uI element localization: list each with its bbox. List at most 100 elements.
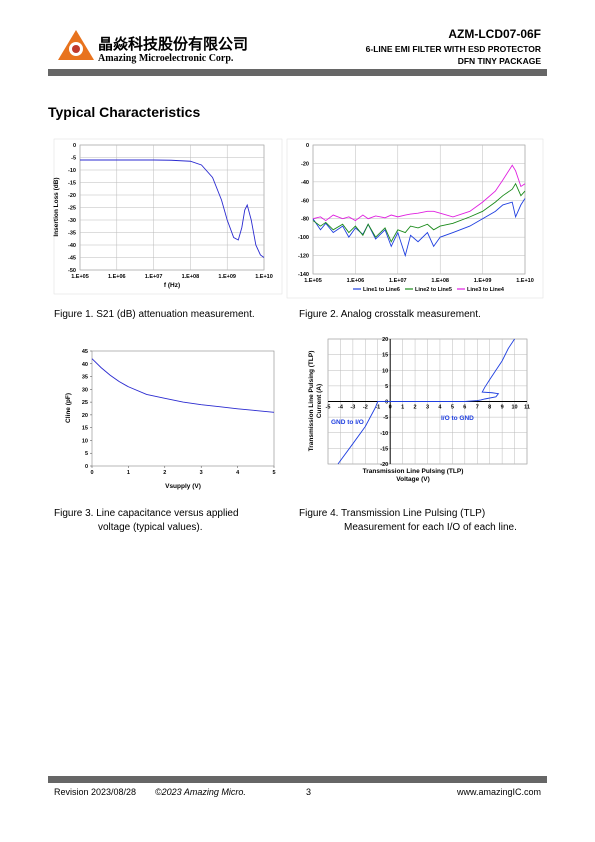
data-line xyxy=(312,182,526,243)
data-line xyxy=(91,358,275,413)
y-axis-label: Transmission Line Pulsing (TLP) xyxy=(308,351,315,452)
x-tick-label: 1.E+06 xyxy=(347,278,365,284)
x-tick-label: 1.E+05 xyxy=(71,274,89,280)
x-tick-label: 1.E+10 xyxy=(516,278,534,284)
y-tick-label: 5 xyxy=(385,384,388,390)
y-tick-label: -20 xyxy=(380,462,388,468)
x-tick-label: 6 xyxy=(463,405,466,411)
y-tick-label: -10 xyxy=(68,168,76,174)
y-tick-label: 20 xyxy=(82,413,88,419)
y-tick-label: 10 xyxy=(82,438,88,444)
x-tick-label: 0 xyxy=(90,470,93,476)
x-tick-label: -3 xyxy=(350,405,355,411)
data-line xyxy=(312,164,526,222)
x-tick-label: 1.E+09 xyxy=(218,274,236,280)
caption: Figure 4. Transmission Line Pulsing (TLP… xyxy=(299,508,485,519)
y-tick-label: -60 xyxy=(301,198,309,204)
y-tick-label: -100 xyxy=(298,235,309,241)
x-axis-label: f (Hz) xyxy=(164,282,180,289)
x-tick-label: -2 xyxy=(363,405,368,411)
y-tick-label: -50 xyxy=(68,268,76,274)
y-tick-label: -40 xyxy=(301,180,309,186)
x-tick-label: 2 xyxy=(163,470,166,476)
y-tick-label: 45 xyxy=(82,349,88,355)
caption: voltage (typical values). xyxy=(98,522,203,533)
x-tick-label: 11 xyxy=(524,405,530,411)
y-tick-label: 25 xyxy=(82,400,88,406)
footer-website: www.amazingIC.com xyxy=(456,787,541,797)
y-tick-label: -140 xyxy=(298,272,309,278)
y-tick-label: -15 xyxy=(68,181,76,187)
x-tick-label: 1.E+09 xyxy=(474,278,492,284)
data-line xyxy=(312,198,526,258)
y-tick-label: -15 xyxy=(380,446,388,452)
y-tick-label: -10 xyxy=(380,431,388,437)
x-tick-label: 1.E+08 xyxy=(182,274,200,280)
caption: Figure 2. Analog crosstalk measurement. xyxy=(299,309,481,320)
plot-area xyxy=(312,144,526,275)
y-tick-label: 5 xyxy=(85,451,88,457)
data-line xyxy=(337,338,515,465)
y-tick-label: 30 xyxy=(82,387,88,393)
x-tick-label: 4 xyxy=(236,470,240,476)
x-tick-label: 1.E+07 xyxy=(145,274,163,280)
x-axis-label: Transmission Line Pulsing (TLP) xyxy=(363,468,464,475)
y-tick-label: 10 xyxy=(382,368,388,374)
part-number: AZM-LCD07-06F xyxy=(448,27,541,41)
x-tick-label: 10 xyxy=(512,405,518,411)
x-tick-label: -5 xyxy=(326,405,331,411)
footer-revision: Revision 2023/08/28 xyxy=(54,787,136,797)
y-axis-label: Insertion Loss (dB) xyxy=(53,177,60,236)
y-tick-label: 15 xyxy=(82,426,88,432)
x-tick-label: 1.E+07 xyxy=(389,278,407,284)
x-tick-label: 7 xyxy=(476,405,479,411)
y-axis-label: Current (A) xyxy=(316,384,323,418)
y-tick-label: 15 xyxy=(382,353,388,359)
y-tick-label: -5 xyxy=(383,415,388,421)
y-tick-label: -25 xyxy=(68,206,76,212)
y-tick-label: -5 xyxy=(71,156,76,162)
y-tick-label: -80 xyxy=(301,217,309,223)
footer-copyright: ©2023 Amazing Micro. xyxy=(155,787,246,797)
subtitle: DFN TINY PACKAGE xyxy=(458,56,542,66)
caption: Figure 1. S21 (dB) attenuation measureme… xyxy=(54,309,255,320)
data-line xyxy=(80,159,265,258)
subtitle: 6-LINE EMI FILTER WITH ESD PROTECTOR xyxy=(366,44,541,54)
x-tick-label: 1.E+08 xyxy=(431,278,449,284)
x-tick-label: 1 xyxy=(127,470,130,476)
legend-label: Line1 to Line6 xyxy=(363,287,400,293)
y-tick-label: -20 xyxy=(68,193,76,199)
x-tick-label: 3 xyxy=(426,405,429,411)
y-tick-label: -35 xyxy=(68,231,76,237)
y-tick-label: 20 xyxy=(382,337,388,343)
y-axis-label: Cline (pF) xyxy=(65,393,72,423)
x-tick-label: 5 xyxy=(272,470,275,476)
y-tick-label: -120 xyxy=(298,254,309,260)
company-cn: 晶焱科技股份有限公司 xyxy=(98,35,248,53)
x-tick-label: 5 xyxy=(451,405,454,411)
y-tick-label: 0 xyxy=(306,143,309,149)
y-tick-label: 35 xyxy=(82,375,88,381)
x-tick-label: 2 xyxy=(414,405,417,411)
legend-label: Line3 to Line4 xyxy=(467,287,505,293)
y-tick-label: -45 xyxy=(68,256,76,262)
caption: Figure 3. Line capacitance versus applie… xyxy=(54,508,239,519)
plot-area xyxy=(91,350,275,467)
x-axis-label: Voltage (V) xyxy=(396,476,429,483)
annotation: GND to I/O xyxy=(331,419,364,426)
legend-label: Line2 to Line5 xyxy=(415,287,452,293)
x-tick-label: 1.E+06 xyxy=(108,274,126,280)
y-tick-label: -30 xyxy=(68,218,76,224)
x-tick-label: 8 xyxy=(488,405,491,411)
company-en: Amazing Microelectronic Corp. xyxy=(98,53,234,64)
caption: Measurement for each I/O of each line. xyxy=(344,522,517,533)
header-rule xyxy=(48,69,547,76)
y-tick-label: 0 xyxy=(385,400,388,406)
logo xyxy=(58,30,94,60)
x-tick-label: 1.E+10 xyxy=(255,274,273,280)
y-tick-label: 0 xyxy=(73,143,76,149)
annotation: I/O to GND xyxy=(441,415,474,422)
footer-page: 3 xyxy=(306,787,311,797)
